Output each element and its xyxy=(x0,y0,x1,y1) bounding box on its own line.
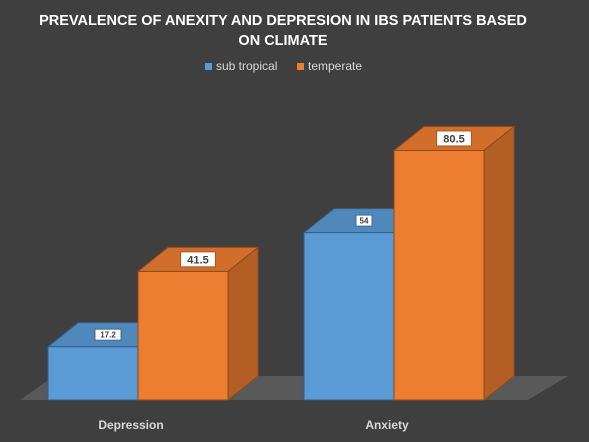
chart-title-line-2: ON CLIMATE xyxy=(238,33,327,49)
bars-group xyxy=(46,125,516,402)
bar-anxiety-temperate xyxy=(392,125,516,402)
bar-front-depression-temperate xyxy=(137,270,229,401)
data-label-text-depression-temperate: 41.5 xyxy=(187,254,208,266)
x-tick-label-depression: Depression xyxy=(98,418,163,432)
legend-swatch-temperate xyxy=(297,63,304,70)
data-label-box-depression-temperate xyxy=(180,251,216,268)
data-label-text-depression-sub-tropical: 17.2 xyxy=(100,331,116,340)
bar-front-depression-sub-tropical xyxy=(47,346,139,401)
data-label-box-anxiety-sub-tropical xyxy=(355,214,373,227)
bar-front-anxiety-temperate xyxy=(393,149,485,401)
bar-side-depression-temperate xyxy=(227,246,259,402)
chart-title-line-1: PREVALENCE OF ANEXITY AND DEPRESION IN I… xyxy=(39,13,527,29)
legend-label-sub-tropical: sub tropical xyxy=(216,59,277,73)
data-label-anxiety-temperate: 80.5 xyxy=(436,130,472,147)
legend-swatch-sub-tropical xyxy=(205,63,212,70)
x-tick-label-anxiety: Anxiety xyxy=(365,418,409,432)
data-label-depression-temperate: 41.5 xyxy=(180,251,216,268)
data-label-anxiety-sub-tropical: 54 xyxy=(355,214,373,227)
data-label-text-anxiety-temperate: 80.5 xyxy=(443,133,464,145)
data-label-box-depression-sub-tropical xyxy=(94,328,122,341)
legend-label-temperate: temperate xyxy=(308,59,362,73)
bar-front-anxiety-sub-tropical xyxy=(303,232,395,401)
bar-depression-temperate xyxy=(136,246,260,402)
data-label-text-anxiety-sub-tropical: 54 xyxy=(360,216,369,225)
data-labels-group: 17.2 41.5 54 80.5 xyxy=(94,130,472,341)
data-label-box-anxiety-temperate xyxy=(436,130,472,147)
data-label-depression-sub-tropical: 17.2 xyxy=(94,328,122,341)
bar-side-anxiety-temperate xyxy=(483,125,515,402)
